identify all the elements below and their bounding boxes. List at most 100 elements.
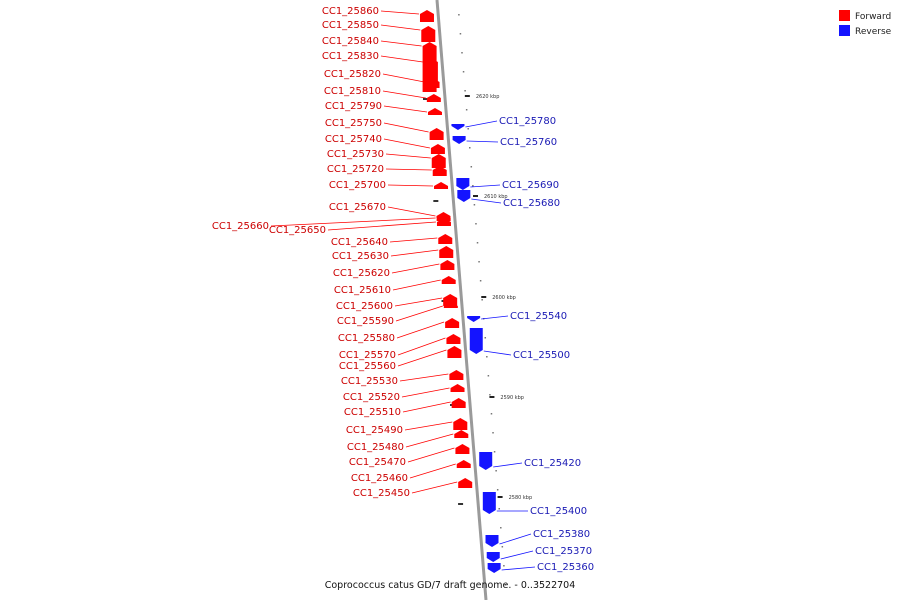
forward-gene-leader <box>387 184 434 187</box>
forward-gene <box>432 166 447 176</box>
forward-gene-leader <box>394 297 443 307</box>
legend: Forward Reverse <box>839 10 892 37</box>
forward-gene-label: CC1_25450 <box>353 488 410 499</box>
forward-gene-leader <box>395 305 443 322</box>
reverse-gene <box>451 124 465 130</box>
forward-gene <box>429 128 444 140</box>
forward-gene-label: CC1_25750 <box>325 118 382 129</box>
forward-gene-label: CC1_25530 <box>341 376 398 387</box>
forward-gene <box>449 370 464 380</box>
forward-gene-leader <box>380 10 420 15</box>
forward-gene-leader <box>392 279 441 291</box>
track-dot <box>500 527 502 529</box>
reverse-gene <box>469 328 483 354</box>
track-dot <box>484 337 487 339</box>
forward-gene-leader <box>397 349 447 367</box>
forward-gene-label: CC1_25620 <box>333 268 390 279</box>
reverse-gene <box>452 136 466 144</box>
forward-gene-leader <box>407 447 455 463</box>
forward-gene-label: CC1_25580 <box>338 333 395 344</box>
forward-gene-label: CC1_25510 <box>344 407 401 418</box>
forward-gene-label: CC1_25650 <box>269 225 326 236</box>
track-dot <box>478 261 480 263</box>
reverse-gene <box>485 535 499 547</box>
forward-gene-leader <box>383 122 429 133</box>
forward-gene-label: CC1_25700 <box>329 180 386 191</box>
forward-gene-leader <box>402 401 451 413</box>
forward-gene <box>440 260 455 270</box>
forward-gene <box>438 234 453 244</box>
forward-gene <box>426 94 441 102</box>
reverse-gene-label: CC1_25420 <box>524 458 581 469</box>
forward-gene-leader <box>385 168 432 171</box>
forward-gene-leader <box>380 24 421 31</box>
track-dot <box>465 109 468 111</box>
forward-gene <box>453 418 468 430</box>
forward-gene-leader <box>380 55 423 63</box>
forward-gene-leader <box>399 373 449 382</box>
forward-gene-leader <box>401 387 450 398</box>
reverse-gene-label: CC1_25380 <box>533 529 590 540</box>
reverse-gene-label: CC1_25370 <box>535 546 592 557</box>
track-dot <box>504 584 507 586</box>
forward-gene-label: CC1_25860 <box>322 6 379 17</box>
feature-mark <box>433 200 439 202</box>
tick-mark <box>473 195 479 197</box>
reverse-gene-leader <box>493 462 523 468</box>
forward-gene-leader <box>385 153 431 159</box>
forward-gene <box>451 398 466 408</box>
forward-gene-label: CC1_25590 <box>337 316 394 327</box>
forward-gene <box>443 294 458 306</box>
reverse-gene-leader <box>483 350 512 356</box>
forward-gene <box>456 460 471 468</box>
forward-gene-label: CC1_25830 <box>322 51 379 62</box>
reverse-gene <box>482 492 496 514</box>
forward-gene <box>425 78 440 88</box>
track-dot <box>490 413 493 415</box>
track-dot <box>475 223 477 225</box>
tick-label: 2590 kbp <box>500 395 524 401</box>
reverse-gene-label: CC1_25540 <box>510 311 567 322</box>
forward-gene-label: CC1_25670 <box>329 202 386 213</box>
reverse-gene-label: CC1_25360 <box>537 562 594 573</box>
tick-label: 2600 kbp <box>492 295 516 301</box>
forward-gene <box>436 218 451 226</box>
forward-gene-label: CC1_25460 <box>351 473 408 484</box>
track-dot <box>476 242 479 244</box>
forward-gene-label: CC1_25480 <box>347 442 404 453</box>
forward-gene <box>419 10 434 22</box>
track-dot <box>458 14 460 16</box>
forward-gene-label: CC1_25820 <box>324 69 381 80</box>
gene-layer <box>419 10 501 573</box>
forward-gene-label: CC1_25660 <box>212 221 269 232</box>
track-dot <box>486 356 488 358</box>
track-dot <box>472 185 474 187</box>
forward-gene <box>446 334 461 344</box>
forward-gene-label: CC1_25720 <box>327 164 384 175</box>
reverse-gene-label: CC1_25760 <box>500 137 557 148</box>
label-layer: CC1_25860 CC1_25850 CC1_25840 CC1_25830 CC1_… <box>212 6 594 573</box>
tick-label: 2610 kbp <box>484 194 508 200</box>
track-dot <box>467 128 469 130</box>
track-dot <box>492 432 494 434</box>
forward-gene-label: CC1_25850 <box>322 20 379 31</box>
reverse-gene-label: CC1_25500 <box>513 350 570 361</box>
track-dot <box>473 204 476 206</box>
track-dot <box>503 565 505 567</box>
forward-gene-label: CC1_25810 <box>324 86 381 97</box>
forward-gene <box>455 444 470 454</box>
forward-gene-leader <box>397 337 446 356</box>
forward-gene-leader <box>409 463 456 479</box>
tick-layer: 2620 kbp 2610 kbp 2600 kbp 2590 kbp 2580 kbp <box>423 14 532 586</box>
forward-gene <box>421 26 436 42</box>
track-dot <box>493 451 496 453</box>
legend-reverse-label: Reverse <box>855 27 892 37</box>
forward-gene <box>430 144 445 154</box>
genome-axis <box>435 0 488 600</box>
forward-gene-leader <box>380 40 422 47</box>
forward-gene-label: CC1_25630 <box>332 251 389 262</box>
forward-gene-leader <box>411 481 458 494</box>
reverse-gene <box>479 452 493 470</box>
forward-gene-leader <box>389 237 438 243</box>
